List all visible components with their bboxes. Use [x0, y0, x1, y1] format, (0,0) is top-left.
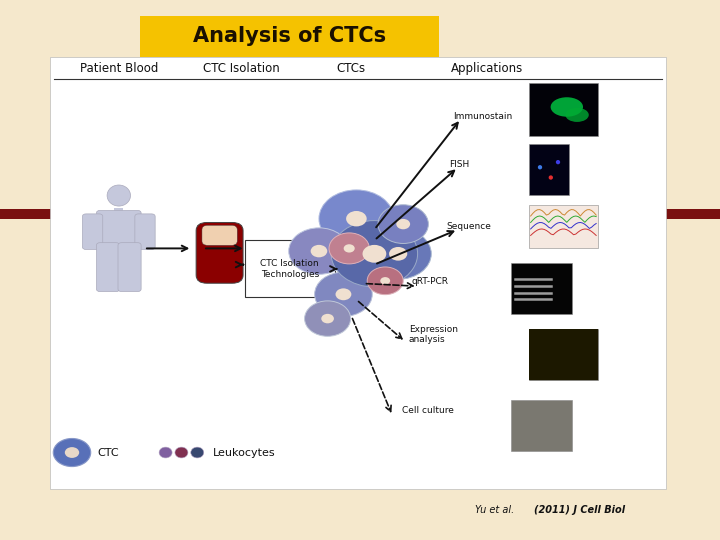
FancyBboxPatch shape	[118, 242, 141, 292]
Ellipse shape	[107, 185, 130, 206]
Bar	[529, 205, 598, 248]
Text: Immunostain: Immunostain	[454, 112, 513, 120]
Ellipse shape	[310, 245, 328, 258]
FancyBboxPatch shape	[196, 222, 243, 283]
FancyBboxPatch shape	[140, 16, 439, 57]
Text: CTC Isolation: CTC Isolation	[203, 62, 279, 75]
Ellipse shape	[159, 447, 172, 458]
Ellipse shape	[346, 211, 366, 226]
Ellipse shape	[191, 447, 204, 458]
FancyBboxPatch shape	[96, 242, 120, 292]
Text: Applications: Applications	[451, 62, 523, 75]
Ellipse shape	[315, 272, 372, 316]
Text: CTC: CTC	[97, 448, 119, 457]
Text: Leukocytes: Leukocytes	[213, 448, 276, 457]
Ellipse shape	[551, 97, 583, 117]
Ellipse shape	[65, 447, 79, 458]
Ellipse shape	[556, 160, 560, 164]
Ellipse shape	[365, 228, 431, 279]
FancyBboxPatch shape	[82, 214, 103, 249]
Text: Expression
analysis: Expression analysis	[409, 325, 458, 345]
Text: Yu et al.: Yu et al.	[475, 505, 518, 515]
Text: CTCs: CTCs	[337, 62, 366, 75]
Ellipse shape	[538, 165, 542, 170]
Bar	[529, 144, 569, 195]
Bar	[511, 263, 572, 314]
Ellipse shape	[389, 247, 408, 261]
Ellipse shape	[319, 190, 394, 247]
Bar	[50, 57, 666, 489]
Bar	[529, 329, 598, 380]
Text: CTC Isolation
Technologies: CTC Isolation Technologies	[261, 259, 319, 279]
Text: Analysis of CTCs: Analysis of CTCs	[193, 26, 387, 46]
Bar	[511, 400, 572, 451]
Text: Sequence: Sequence	[446, 222, 491, 231]
Ellipse shape	[305, 301, 351, 336]
Ellipse shape	[53, 438, 91, 467]
Bar	[529, 83, 598, 136]
FancyBboxPatch shape	[96, 211, 141, 249]
Bar	[0, 209, 720, 219]
Ellipse shape	[565, 108, 589, 122]
Ellipse shape	[289, 228, 349, 274]
Ellipse shape	[367, 267, 403, 295]
FancyBboxPatch shape	[245, 240, 335, 297]
FancyBboxPatch shape	[202, 225, 237, 245]
Ellipse shape	[329, 233, 369, 264]
Ellipse shape	[380, 277, 390, 285]
Ellipse shape	[321, 314, 334, 323]
Ellipse shape	[549, 176, 553, 180]
Ellipse shape	[336, 288, 351, 300]
Text: qRT-PCR: qRT-PCR	[412, 278, 449, 286]
Text: Patient Blood: Patient Blood	[80, 62, 158, 75]
Ellipse shape	[331, 221, 418, 287]
Ellipse shape	[343, 244, 355, 253]
Ellipse shape	[378, 205, 428, 244]
Text: FISH: FISH	[449, 160, 469, 169]
Bar	[114, 208, 124, 215]
Ellipse shape	[396, 219, 410, 230]
Text: (2011) J Cell Biol: (2011) J Cell Biol	[534, 505, 626, 515]
FancyBboxPatch shape	[135, 214, 156, 249]
Ellipse shape	[363, 245, 387, 263]
Bar	[529, 329, 598, 380]
Text: Cell culture: Cell culture	[402, 406, 454, 415]
Ellipse shape	[175, 447, 188, 458]
